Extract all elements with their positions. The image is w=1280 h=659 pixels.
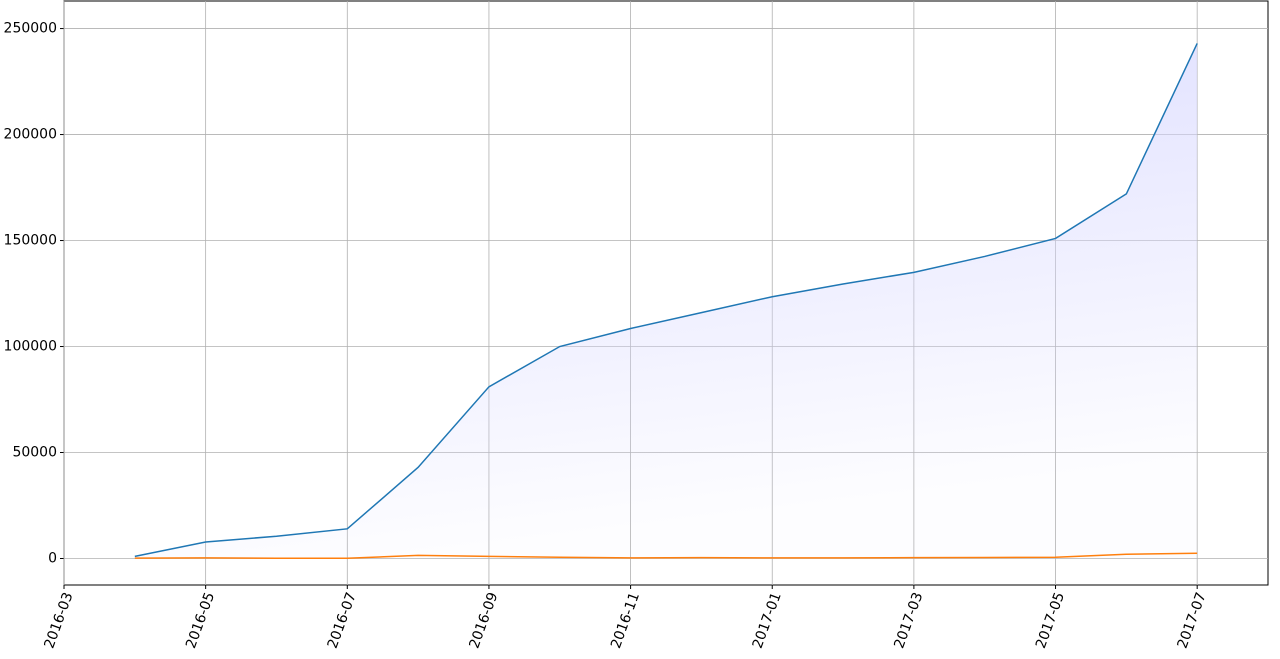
x-tick-label: 2017-01 <box>750 590 785 650</box>
y-tick-label: 250000 <box>4 21 57 37</box>
x-tick-label: 2016-11 <box>608 590 643 650</box>
area <box>134 43 1198 559</box>
x-tick-label: 2016-05 <box>183 590 218 650</box>
line <box>134 43 1198 558</box>
y-tick-label: 0 <box>48 551 57 567</box>
y-tick-label: 100000 <box>4 339 57 355</box>
line <box>134 552 1198 560</box>
y-tick-label: 50000 <box>12 445 57 461</box>
y-tick-label: 150000 <box>4 233 57 249</box>
y-tick-label: 200000 <box>4 127 57 143</box>
x-tick-label: 2016-03 <box>41 590 76 650</box>
x-tick-label: 2017-05 <box>1033 590 1068 650</box>
x-tick-label: 2016-07 <box>325 590 360 650</box>
x-tick-label: 2017-03 <box>891 590 926 650</box>
x-tick-label: 2017-07 <box>1175 590 1210 650</box>
x-tick-label: 2016-09 <box>466 590 501 650</box>
